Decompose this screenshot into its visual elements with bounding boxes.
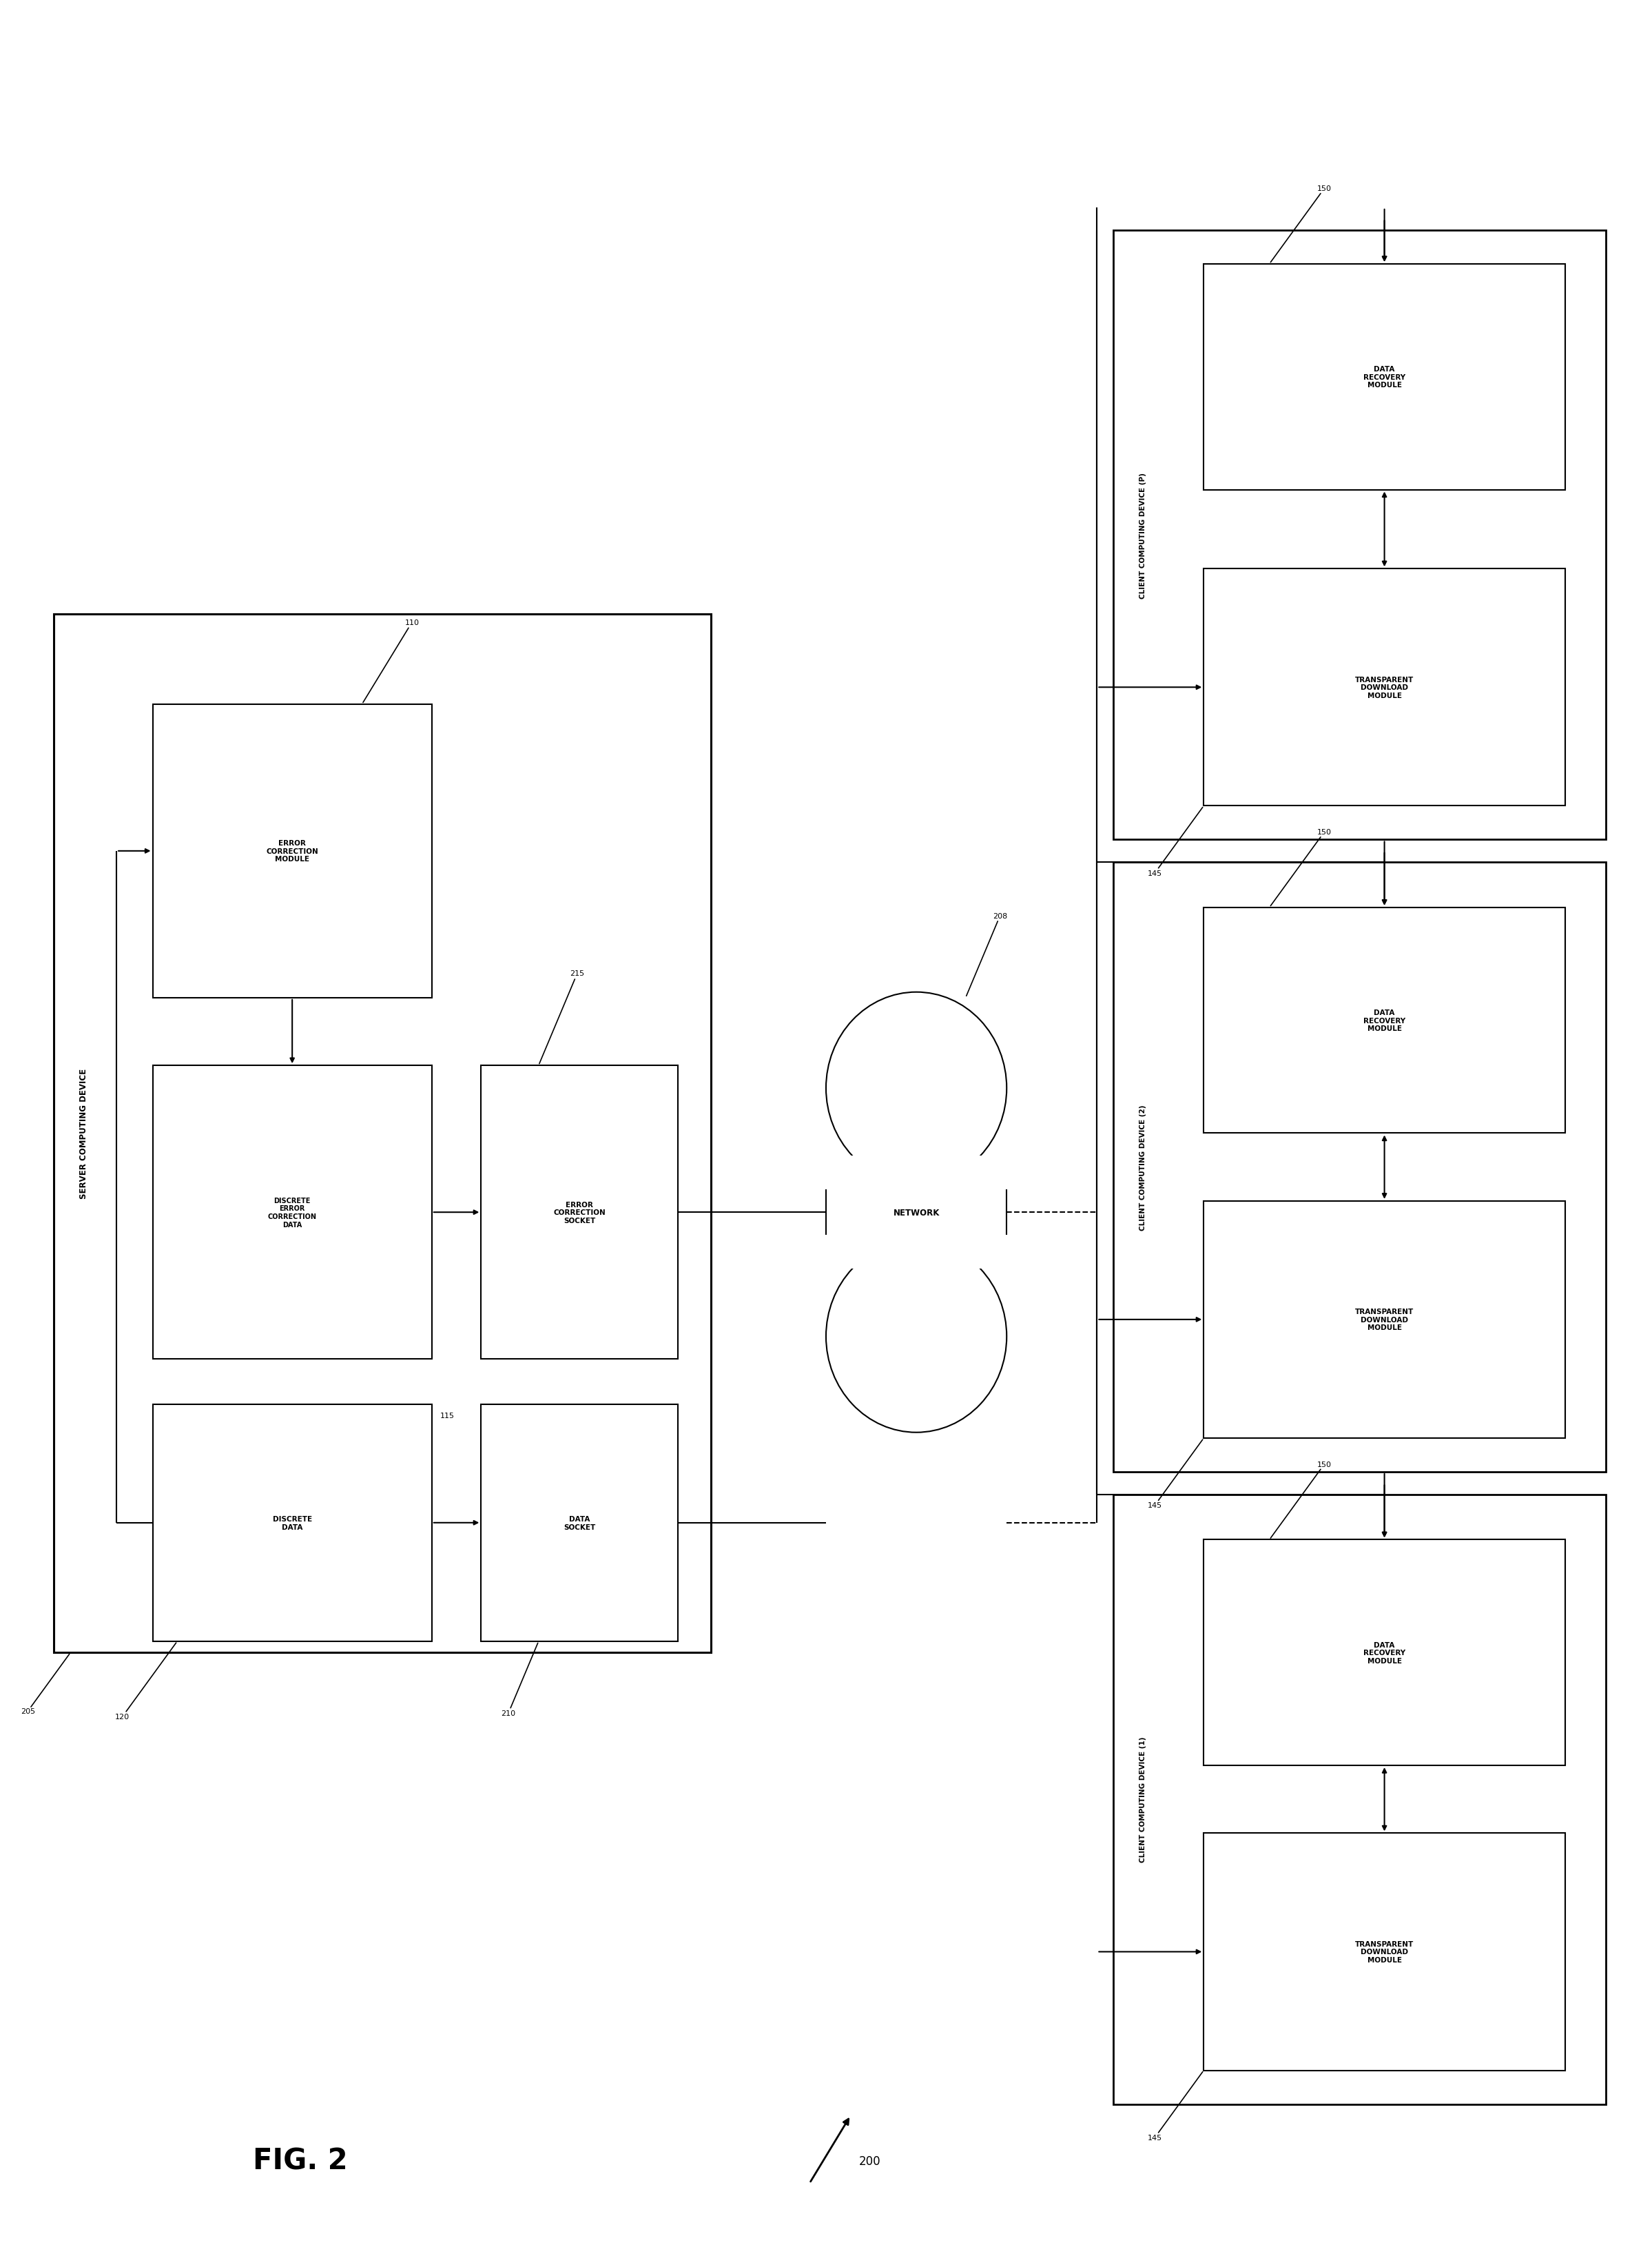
Bar bbox=[1113, 864, 1606, 1471]
Text: 110: 110 bbox=[405, 619, 420, 626]
Text: 210: 210 bbox=[501, 1709, 515, 1716]
Text: 200: 200 bbox=[859, 2154, 881, 2167]
Text: 120: 120 bbox=[116, 1714, 129, 1721]
Text: NETWORK: NETWORK bbox=[894, 1208, 940, 1217]
Text: DISCRETE
DATA: DISCRETE DATA bbox=[273, 1514, 312, 1530]
Text: CLIENT COMPUTING DEVICE (2): CLIENT COMPUTING DEVICE (2) bbox=[1140, 1104, 1146, 1231]
Bar bbox=[1204, 265, 1564, 490]
Text: SERVER COMPUTING DEVICE: SERVER COMPUTING DEVICE bbox=[79, 1068, 88, 1199]
Text: 145: 145 bbox=[1148, 1501, 1163, 1510]
Ellipse shape bbox=[826, 1240, 1006, 1433]
Ellipse shape bbox=[826, 993, 1006, 1183]
Text: 150: 150 bbox=[1317, 830, 1332, 837]
Text: 205: 205 bbox=[20, 1707, 35, 1714]
Text: ERROR
CORRECTION
SOCKET: ERROR CORRECTION SOCKET bbox=[553, 1202, 606, 1224]
Bar bbox=[826, 1156, 1006, 1270]
Bar bbox=[1204, 569, 1564, 807]
Text: 215: 215 bbox=[570, 970, 585, 977]
Bar bbox=[1113, 1494, 1606, 2104]
Text: CLIENT COMPUTING DEVICE (P): CLIENT COMPUTING DEVICE (P) bbox=[1140, 472, 1146, 598]
Text: 150: 150 bbox=[1317, 186, 1332, 193]
Bar bbox=[1204, 1834, 1564, 2070]
Bar bbox=[481, 1065, 679, 1360]
Text: 208: 208 bbox=[993, 914, 1008, 920]
Text: DATA
RECOVERY
MODULE: DATA RECOVERY MODULE bbox=[1363, 1641, 1406, 1664]
Text: DATA
RECOVERY
MODULE: DATA RECOVERY MODULE bbox=[1363, 1009, 1406, 1031]
Text: FIG. 2: FIG. 2 bbox=[253, 2147, 349, 2174]
Text: TRANSPARENT
DOWNLOAD
MODULE: TRANSPARENT DOWNLOAD MODULE bbox=[1355, 676, 1414, 698]
Text: CLIENT COMPUTING DEVICE (1): CLIENT COMPUTING DEVICE (1) bbox=[1140, 1737, 1146, 1861]
Bar bbox=[152, 705, 431, 997]
Text: TRANSPARENT
DOWNLOAD
MODULE: TRANSPARENT DOWNLOAD MODULE bbox=[1355, 1308, 1414, 1331]
Text: 115: 115 bbox=[439, 1412, 454, 1419]
Bar bbox=[1204, 1539, 1564, 1766]
Bar bbox=[152, 1065, 431, 1360]
Text: DATA
RECOVERY
MODULE: DATA RECOVERY MODULE bbox=[1363, 365, 1406, 388]
Text: 145: 145 bbox=[1148, 871, 1163, 877]
Text: ERROR
CORRECTION
MODULE: ERROR CORRECTION MODULE bbox=[266, 839, 319, 864]
Bar bbox=[152, 1403, 431, 1641]
Text: 150: 150 bbox=[1317, 1460, 1332, 1467]
Text: DATA
SOCKET: DATA SOCKET bbox=[563, 1514, 596, 1530]
Text: 145: 145 bbox=[1148, 2133, 1163, 2140]
Bar bbox=[481, 1403, 679, 1641]
Bar bbox=[55, 614, 710, 1653]
Text: TRANSPARENT
DOWNLOAD
MODULE: TRANSPARENT DOWNLOAD MODULE bbox=[1355, 1941, 1414, 1963]
Text: DISCRETE
ERROR
CORRECTION
DATA: DISCRETE ERROR CORRECTION DATA bbox=[268, 1197, 317, 1229]
Bar bbox=[1204, 907, 1564, 1134]
Bar bbox=[1113, 231, 1606, 841]
Bar bbox=[1204, 1202, 1564, 1437]
